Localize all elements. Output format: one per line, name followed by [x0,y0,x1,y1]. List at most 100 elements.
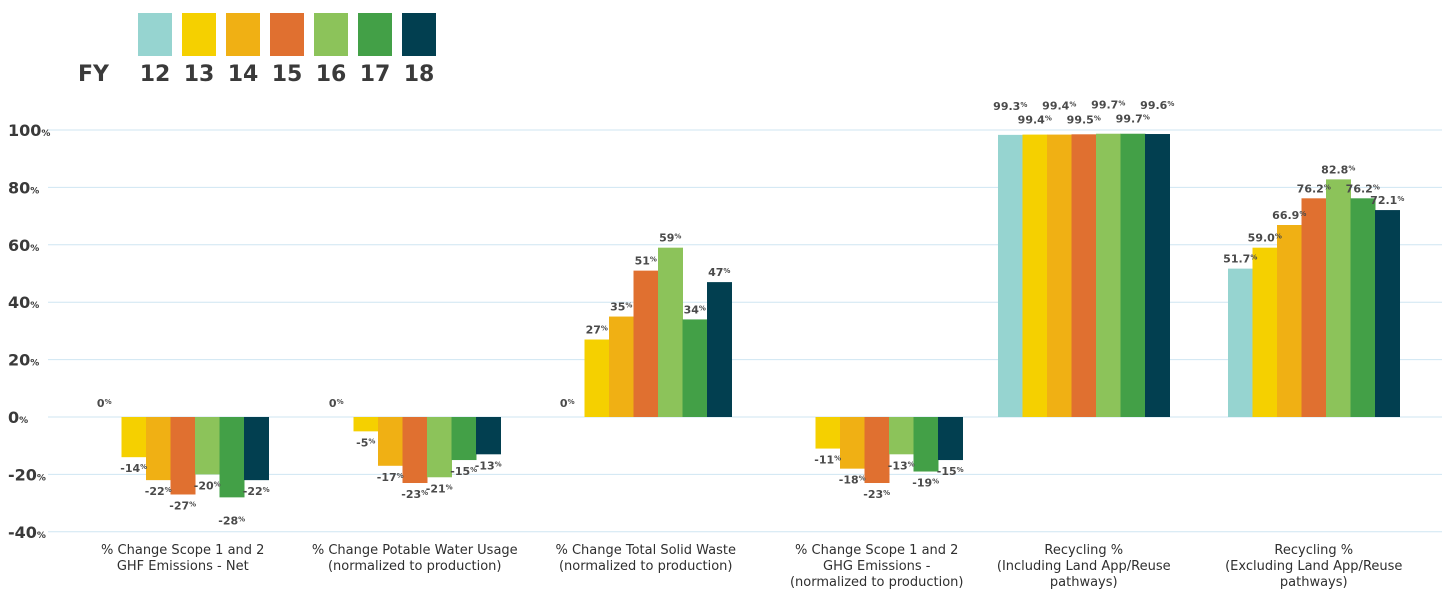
data-label-fy16-group5: 99.7% [1091,99,1125,112]
legend-swatch-fy12 [138,13,172,56]
bar-fy14-group3 [609,316,634,417]
bar-fy13-group2 [353,417,379,432]
legend-label-fy13: 13 [184,62,215,87]
legend-prefix: FY [78,62,110,87]
legend-swatch-fy17 [358,13,392,56]
bar-fy16-group1 [195,417,220,475]
bar-fy15-group4 [864,417,890,484]
category-label: (Excluding Land App/Reuse [1225,559,1402,574]
bar-fy17-group4 [913,417,939,472]
bar-fy16-group5 [1096,133,1121,417]
data-label-fy18-group2: -13% [475,459,502,472]
data-label-fy17-group4: -19% [912,477,939,490]
data-label-fy16-group2: -21% [426,482,453,495]
bar-fy17-group5 [1120,133,1146,417]
y-tick-label: 100% [8,121,50,140]
data-label-fy16-group6: 82.8% [1321,163,1355,176]
legend: FY 12 13 14 15 16 17 18 [78,13,436,87]
bar-fy13-group5 [1022,134,1048,418]
y-tick-label: -40% [8,523,46,542]
data-label-fy13-group6: 59.0% [1248,232,1282,245]
data-label-fy12-group2: 0% [329,397,344,410]
data-label-fy13-group1: -14% [120,462,147,475]
bar-fy15-group3 [633,270,659,417]
bar-fy14-group4 [840,417,865,469]
bar-fy13-group4 [815,417,841,449]
data-label-fy18-group5: 99.6% [1140,99,1174,112]
data-labels: 0%-14%-22%-27%-20%-28%-22%0%-5%-17%-23%-… [97,99,1404,528]
bar-fy17-group3 [682,319,708,417]
x-axis: % Change Scope 1 and 2 GHF Emissions - Ne… [101,543,1402,590]
y-tick-label: -20% [8,465,46,484]
legend-label-fy12: 12 [140,62,171,87]
legend-label-fy17: 17 [360,62,391,87]
data-label-fy14-group2: -17% [377,471,404,484]
bar-fy13-group1 [121,417,147,458]
category-label: % Change Scope 1 and 2 [795,543,958,558]
data-label-fy18-group1: -22% [243,485,270,498]
data-label-fy15-group3: 51% [635,255,657,268]
bar-fy12-group5 [998,134,1023,417]
data-label-fy18-group3: 47% [708,266,730,279]
data-label-fy16-group3: 59% [659,232,681,245]
bars [121,133,1400,498]
bar-fy16-group2 [427,417,452,478]
data-label-fy15-group6: 76.2% [1297,182,1331,195]
bar-fy14-group1 [146,417,171,481]
legend-swatch-fy13 [182,13,216,56]
y-axis: 100% 80% 60% 40% 20% 0% -20% -40% [8,121,50,542]
bar-fy13-group3 [584,339,610,417]
legend-swatch-fy16 [314,13,348,56]
bar-fy16-group3 [658,247,683,417]
bar-fy18-group3 [707,282,732,417]
legend-swatch-fy15 [270,13,304,56]
bar-fy18-group2 [476,417,501,455]
y-tick-label: 60% [8,236,39,255]
bar-fy14-group6 [1277,224,1302,417]
bar-fy15-group6 [1301,198,1327,417]
category-label: (normalized to production) [328,559,502,574]
data-label-fy13-group5: 99.4% [1018,114,1052,127]
bar-fy15-group1 [170,417,196,495]
data-label-fy13-group3: 27% [586,324,608,337]
category-label: GHF Emissions - Net [117,559,249,574]
bar-fy18-group4 [938,417,963,461]
data-label-fy18-group4: -15% [937,465,964,478]
category-label: Recycling % [1044,543,1123,558]
bar-fy14-group5 [1047,134,1072,418]
data-label-fy17-group3: 34% [684,303,706,316]
data-label-fy18-group6: 72.1% [1370,194,1404,207]
legend-label-fy15: 15 [272,62,303,87]
bar-fy18-group6 [1375,210,1400,417]
data-label-fy14-group3: 35% [610,301,632,314]
data-label-fy12-group5: 99.3% [993,100,1027,113]
gridlines [48,129,1442,533]
data-label-fy14-group4: -18% [839,474,866,487]
data-label-fy14-group6: 66.9% [1272,209,1306,222]
bar-fy17-group6 [1350,198,1376,417]
data-label-fy15-group1: -27% [169,499,196,512]
category-label: % Change Total Solid Waste [555,543,736,558]
y-tick-label: 40% [8,293,39,312]
legend-label-fy18: 18 [404,62,435,87]
bar-fy16-group6 [1326,179,1351,417]
legend-label-fy16: 16 [316,62,347,87]
category-label: (Including Land App/Reuse [997,559,1171,574]
legend-swatch-fy14 [226,13,260,56]
data-label-fy13-group4: -11% [814,454,841,467]
category-label: Recycling % [1274,543,1353,558]
category-label: (normalized to production) [559,559,733,574]
legend-label-fy14: 14 [228,62,259,87]
bar-fy15-group2 [402,417,428,484]
data-label-fy14-group5: 99.4% [1042,100,1076,113]
bar-fy13-group6 [1252,247,1278,417]
bar-fy17-group2 [451,417,477,461]
data-label-fy17-group2: -15% [450,465,477,478]
bar-fy12-group6 [1228,268,1253,417]
data-label-fy15-group2: -23% [401,488,428,501]
y-tick-label: 20% [8,351,39,370]
bar-fy17-group1 [219,417,245,498]
data-label-fy12-group6: 51.7% [1223,253,1257,266]
data-label-fy13-group2: -5% [356,436,375,449]
